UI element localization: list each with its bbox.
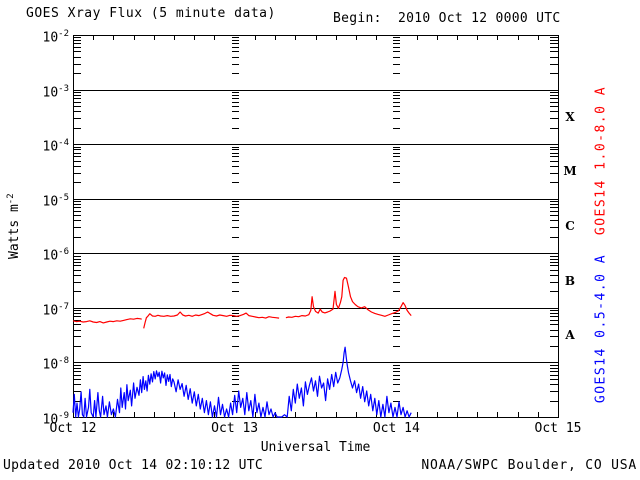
chart-title: GOES Xray Flux (5 minute data)	[26, 6, 276, 21]
flare-class-x: X	[565, 109, 575, 124]
y-tick-exponent: -9	[58, 411, 69, 421]
y-tick-base: 10	[42, 303, 59, 319]
plot-border	[73, 35, 559, 418]
series-line	[285, 276, 412, 319]
x-axis-label: Universal Time	[260, 440, 371, 455]
y-axis-label-text: Watts m	[7, 204, 23, 259]
y-tick-label: 10-7	[28, 300, 70, 319]
flare-class-a: A	[565, 328, 575, 343]
y-tick-base: 10	[42, 139, 59, 155]
flare-class-b: B	[564, 273, 576, 288]
y-tick-base: 10	[42, 357, 59, 373]
series-label-long: GOES14 1.0-8.0 A	[593, 85, 609, 236]
y-tick-base: 10	[42, 30, 59, 46]
x-tick-label: Oct 13	[211, 421, 259, 436]
y-axis-label-exponent: -2	[5, 193, 16, 205]
x-tick-label: Oct 12	[49, 421, 97, 436]
updated-timestamp: Updated 2010 Oct 14 02:10:12 UTC	[3, 458, 264, 473]
x-tick-label: Oct 14	[372, 421, 420, 436]
y-tick-exponent: -4	[58, 138, 69, 149]
begin-timestamp: Begin: 2010 Oct 12 0000 UTC	[333, 11, 561, 26]
y-tick-exponent: -6	[58, 247, 69, 258]
y-tick-label: 10-2	[28, 27, 70, 46]
y-tick-label: 10-6	[28, 245, 70, 264]
flare-class-m: M	[563, 164, 577, 179]
y-tick-exponent: -7	[58, 301, 69, 312]
series-line	[72, 317, 142, 324]
y-tick-label: 10-5	[28, 191, 70, 210]
y-tick-label: 10-3	[28, 82, 70, 100]
y-tick-base: 10	[42, 412, 59, 428]
y-tick-label: 10-4	[28, 136, 70, 155]
y-tick-exponent: -2	[58, 29, 69, 39]
series-line	[72, 346, 412, 418]
y-tick-exponent: -5	[58, 192, 69, 203]
y-tick-label: 10-8	[28, 354, 70, 373]
y-tick-exponent: -3	[58, 83, 69, 94]
y-axis-label: Watts m-2	[4, 170, 22, 282]
series-line	[143, 311, 280, 329]
y-tick-exponent: -8	[58, 356, 69, 367]
y-tick-base: 10	[42, 84, 59, 100]
x-tick-label: Oct 15	[534, 421, 582, 436]
series-label-short: GOES14 0.5-4.0 A	[593, 253, 609, 404]
flare-class-c: C	[565, 219, 575, 233]
y-tick-label: 10-9	[28, 409, 70, 428]
source-attribution: NOAA/SWPC Boulder, CO USA	[421, 458, 637, 473]
y-tick-base: 10	[42, 248, 59, 264]
y-tick-base: 10	[42, 194, 59, 210]
